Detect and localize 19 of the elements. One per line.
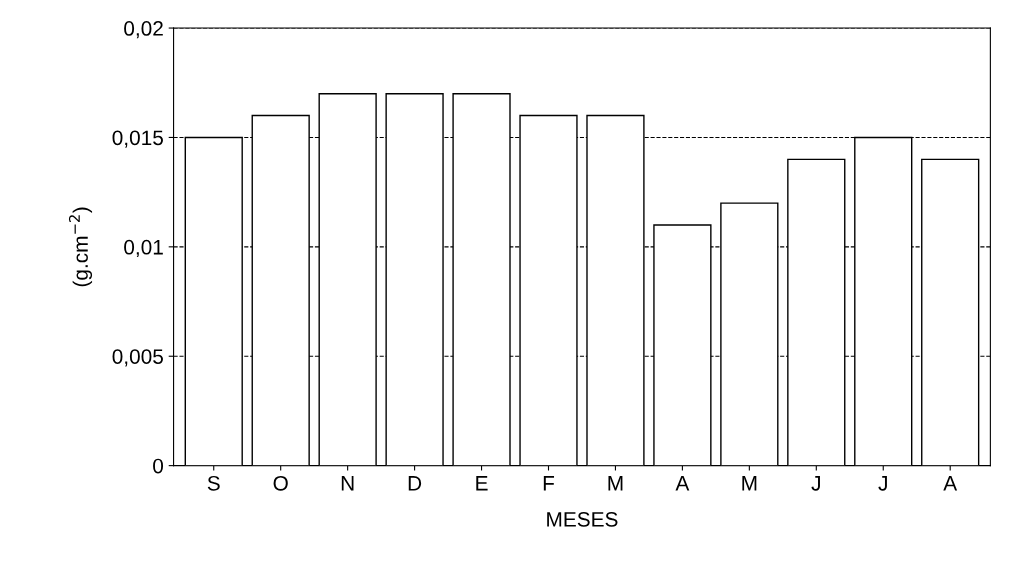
y-tick-label: 0 xyxy=(153,458,164,474)
y-axis-title: (g.cm$^{−2}$) xyxy=(68,207,93,287)
y-tick-label: 0,02 xyxy=(124,21,163,39)
x-tick-label: S xyxy=(207,475,220,491)
x-tick-label: N xyxy=(341,476,354,491)
x-tick-label: M xyxy=(742,476,757,491)
x-tick-label: A xyxy=(943,476,958,491)
x-axis-title: MESES xyxy=(547,511,618,527)
x-tick-label: A xyxy=(675,476,690,491)
x-tick-label: J xyxy=(878,476,887,491)
x-tick-label: F xyxy=(543,476,555,491)
y-tick-label: 0,005 xyxy=(112,349,163,367)
x-tick-label: D xyxy=(408,476,422,491)
x-tick-label: M xyxy=(608,476,623,491)
x-tick-label: E xyxy=(476,476,488,491)
x-tick-label: J xyxy=(811,476,820,491)
y-tick-label: 0,01 xyxy=(124,239,163,258)
x-tick-label: O xyxy=(273,475,288,491)
y-tick-label: 0,015 xyxy=(112,130,163,148)
